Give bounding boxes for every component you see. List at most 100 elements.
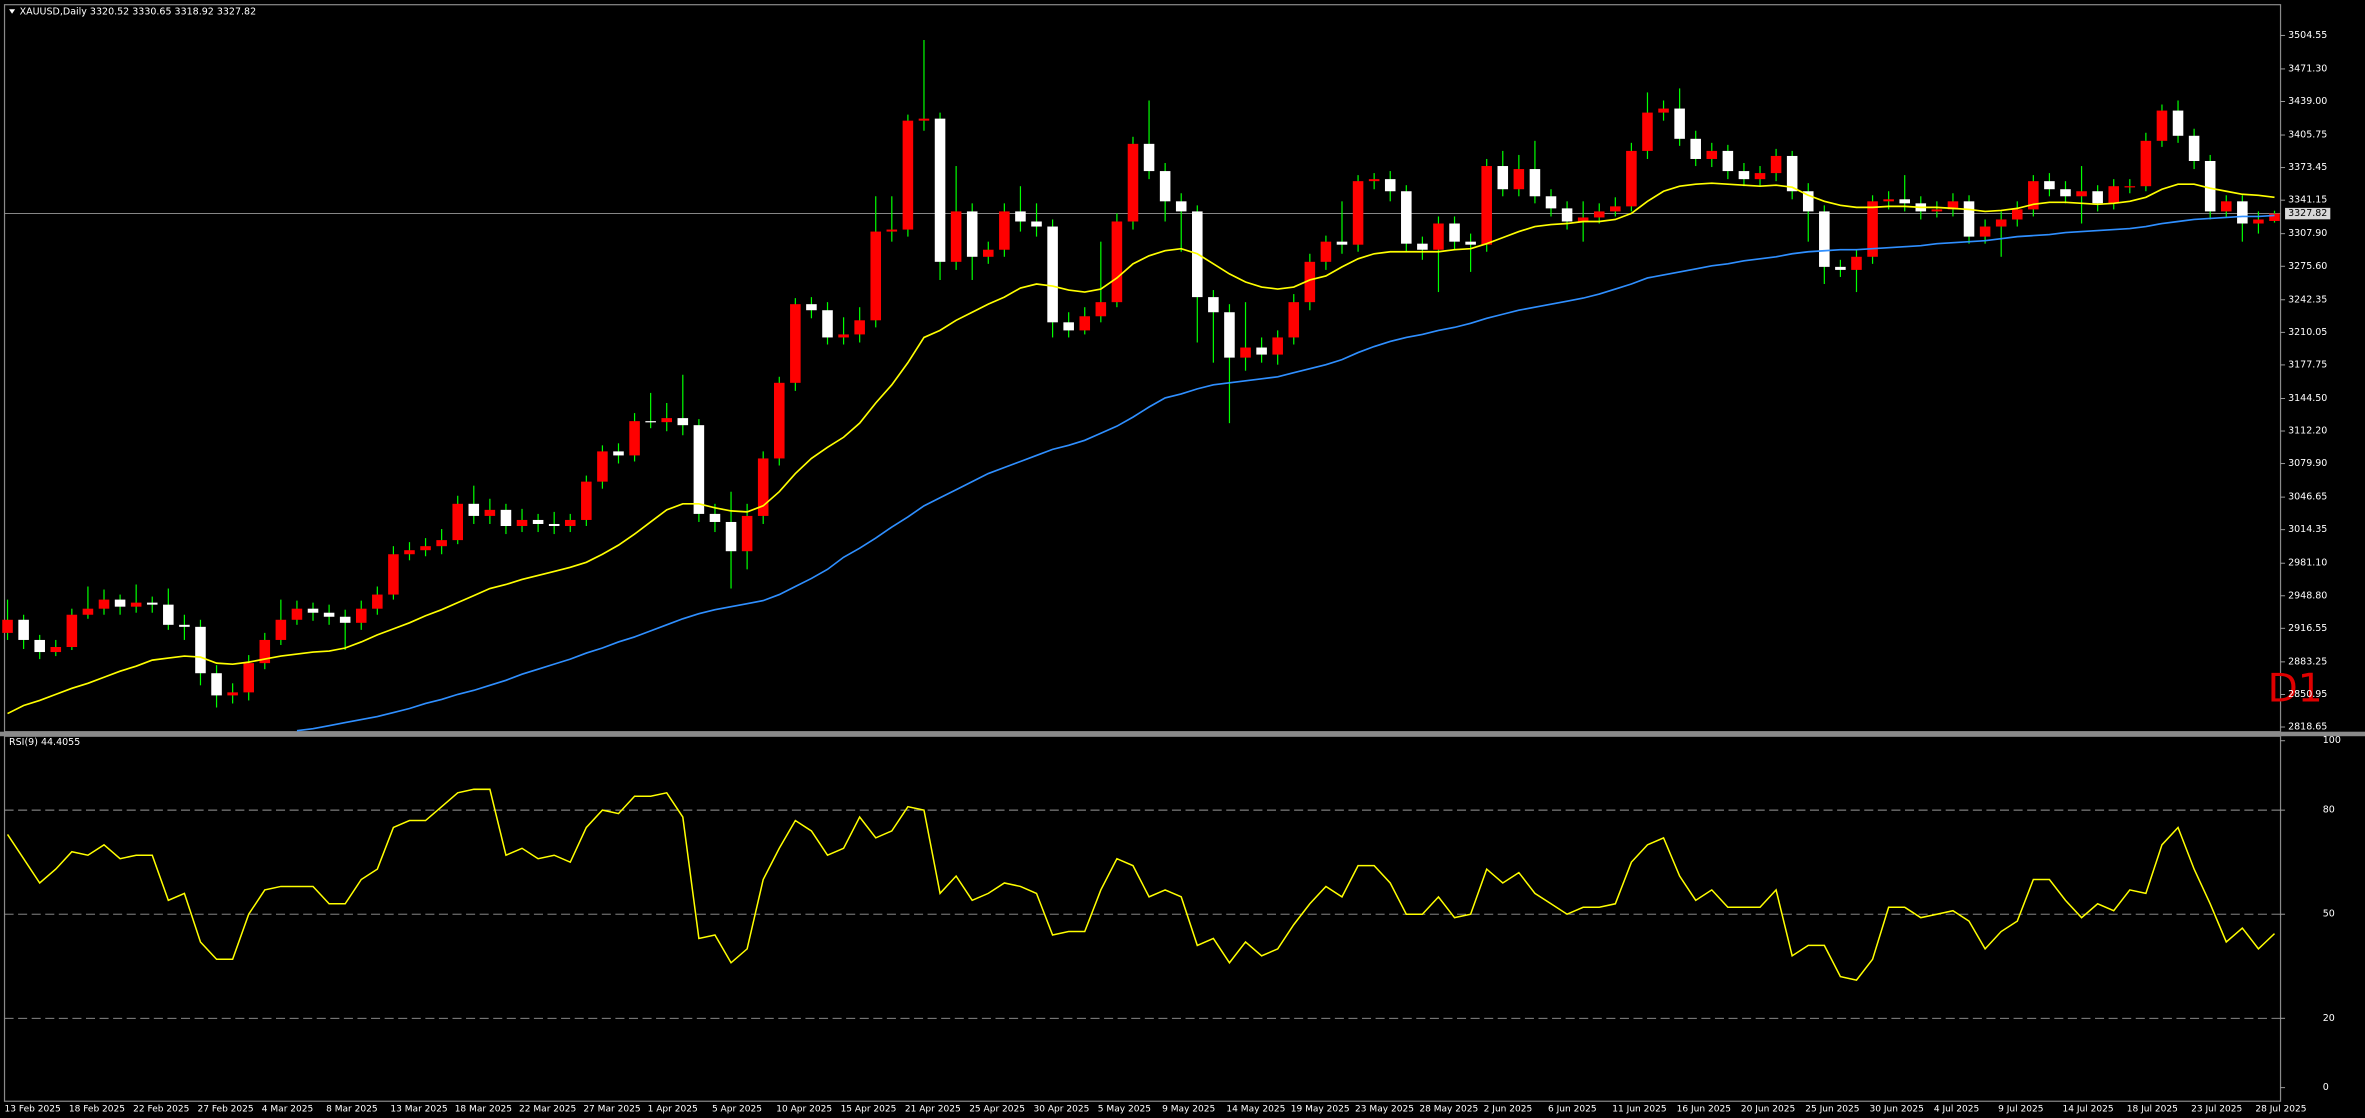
candle-body: [773, 382, 785, 459]
candle-body: [1481, 166, 1492, 245]
candle-body: [1819, 211, 1830, 267]
candle-body: [1417, 243, 1428, 250]
candle-body: [1465, 241, 1476, 245]
x-tick-label: 30 Apr 2025: [1034, 1104, 1090, 1114]
candle-body: [1352, 181, 1364, 245]
y-tick-label: 2948.80: [2288, 590, 2327, 601]
candle-body: [323, 612, 335, 617]
y-tick-label: 3210.05: [2288, 327, 2327, 338]
candle-body: [645, 421, 656, 423]
x-tick-label: 23 Jul 2025: [2191, 1104, 2242, 1114]
candle-body: [355, 608, 367, 623]
candle-body: [1593, 211, 1605, 218]
candle-body: [757, 458, 769, 516]
x-tick-label: 25 Jun 2025: [1805, 1104, 1859, 1114]
candle-body: [259, 639, 271, 664]
y-tick-label: 3275.60: [2288, 261, 2327, 272]
x-tick-label: 10 Apr 2025: [776, 1104, 832, 1114]
candle-body: [1979, 226, 1991, 237]
candle-body: [1722, 150, 1734, 172]
x-tick-label: 18 Feb 2025: [69, 1104, 125, 1114]
candle-body: [98, 599, 110, 609]
x-tick-label: 22 Feb 2025: [133, 1104, 189, 1114]
last-price-label: 3327.82: [2288, 208, 2327, 219]
candle-body: [1690, 138, 1701, 159]
y-tick-label: 2981.10: [2288, 558, 2327, 569]
candle-body: [484, 509, 496, 516]
candle-body: [709, 513, 721, 522]
candle-body: [1883, 199, 1894, 202]
candle-body: [243, 663, 254, 693]
candle-body: [1706, 150, 1718, 159]
candle-body: [2253, 219, 2264, 224]
x-tick-label: 16 Jun 2025: [1677, 1104, 1731, 1114]
candle-body: [1577, 217, 1589, 222]
candle-body: [2156, 110, 2168, 141]
x-tick-label: 4 Jul 2025: [1934, 1104, 1979, 1114]
candle-body: [372, 594, 383, 609]
candle-body: [806, 304, 817, 311]
candle-body: [1786, 155, 1798, 192]
candle-body: [34, 639, 45, 653]
candle-body: [564, 519, 576, 527]
candle-body: [597, 451, 608, 482]
y-tick-label: 2916.55: [2288, 623, 2327, 634]
x-tick-label: 25 Apr 2025: [969, 1104, 1025, 1114]
x-tick-label: 2 Jun 2025: [1484, 1104, 1533, 1114]
y-tick-label: 3471.30: [2288, 63, 2327, 74]
x-tick-label: 9 May 2025: [1162, 1104, 1215, 1114]
candle-body: [1384, 179, 1396, 192]
candle-body: [1127, 143, 1139, 222]
candle-body: [2, 619, 13, 633]
candle-body: [163, 604, 174, 625]
candle-body: [500, 509, 512, 527]
candle-body: [1368, 179, 1380, 182]
chart-title: XAUUSD,Daily 3320.52 3330.65 3318.92 332…: [20, 7, 257, 18]
candle-body: [2204, 160, 2216, 212]
candle-body: [886, 229, 898, 232]
candle-body: [2188, 135, 2200, 161]
candle-body: [452, 503, 463, 541]
candle-body: [2076, 191, 2087, 197]
candle-body: [838, 334, 849, 338]
y-tick-label: 3439.00: [2288, 96, 2327, 107]
menu-arrow[interactable]: [9, 9, 16, 14]
candle-body: [2269, 213, 2280, 221]
x-tick-label: 18 Jul 2025: [2127, 1104, 2178, 1114]
candle-body: [516, 519, 528, 527]
x-tick-label: 5 May 2025: [1098, 1104, 1151, 1114]
candle-body: [790, 304, 801, 383]
rsi-line: [6, 788, 2276, 981]
candle-body: [613, 451, 624, 456]
x-tick-label: 27 Mar 2025: [583, 1104, 640, 1114]
candle-body: [146, 602, 158, 605]
candle-body: [420, 546, 431, 551]
candle-body: [2044, 181, 2055, 190]
x-tick-label: 30 Jun 2025: [1870, 1104, 1924, 1114]
candle-body: [114, 599, 126, 607]
candle-body: [388, 554, 399, 595]
candle-body: [1802, 191, 1814, 212]
rsi-title: RSI(9) 44.4055: [9, 737, 80, 748]
candle-body: [725, 521, 737, 552]
candle-body: [1642, 112, 1653, 151]
candle-body: [2172, 110, 2184, 136]
candle-body: [1401, 191, 1412, 244]
y-tick-label: 2818.65: [2288, 722, 2327, 733]
candle-body: [1610, 206, 1621, 212]
candle-body: [677, 418, 689, 426]
candle-body: [2092, 191, 2103, 204]
candle-body: [1111, 221, 1123, 303]
candle-body: [548, 523, 560, 527]
candle-body: [1095, 302, 1107, 317]
candle-body: [1063, 322, 1074, 331]
candle-body: [1433, 223, 1444, 250]
y-tick-label: 3373.45: [2288, 162, 2327, 173]
candle-body: [1256, 347, 1267, 355]
candle-body: [693, 425, 705, 514]
candle-body: [1931, 209, 1943, 212]
candle-body: [211, 673, 222, 696]
